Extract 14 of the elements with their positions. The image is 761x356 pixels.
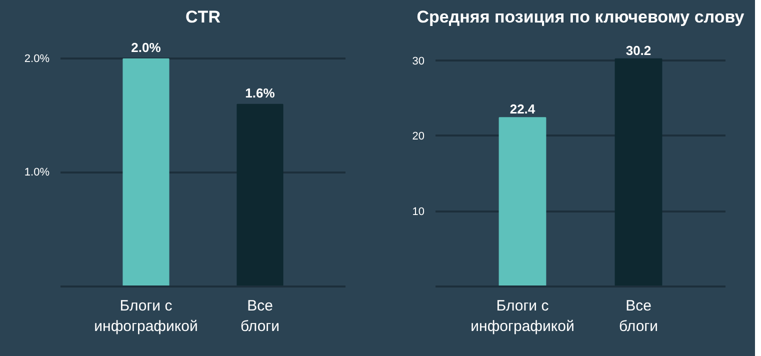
x-tick-label: Все блоги: [618, 298, 658, 335]
y-tick-label: 30: [412, 55, 425, 68]
x-tick-label: Блоги с инфографикой: [470, 298, 574, 335]
data-label: 1.6%: [245, 85, 276, 100]
x-tick-label: Все блоги: [240, 298, 280, 335]
y-tick-label: 20: [412, 130, 425, 143]
data-label: 22.4: [510, 102, 536, 117]
y-tick-label: 1.0%: [24, 166, 50, 179]
chart-title: CTR: [186, 8, 220, 26]
y-tick-label: 10: [412, 206, 425, 218]
chart-title: Средняя позиция по ключевому слову: [416, 8, 745, 26]
data-label: 2.0%: [131, 40, 162, 55]
x-tick-label: Блоги с инфографикой: [94, 298, 198, 335]
data-label: 30.2: [626, 42, 652, 58]
